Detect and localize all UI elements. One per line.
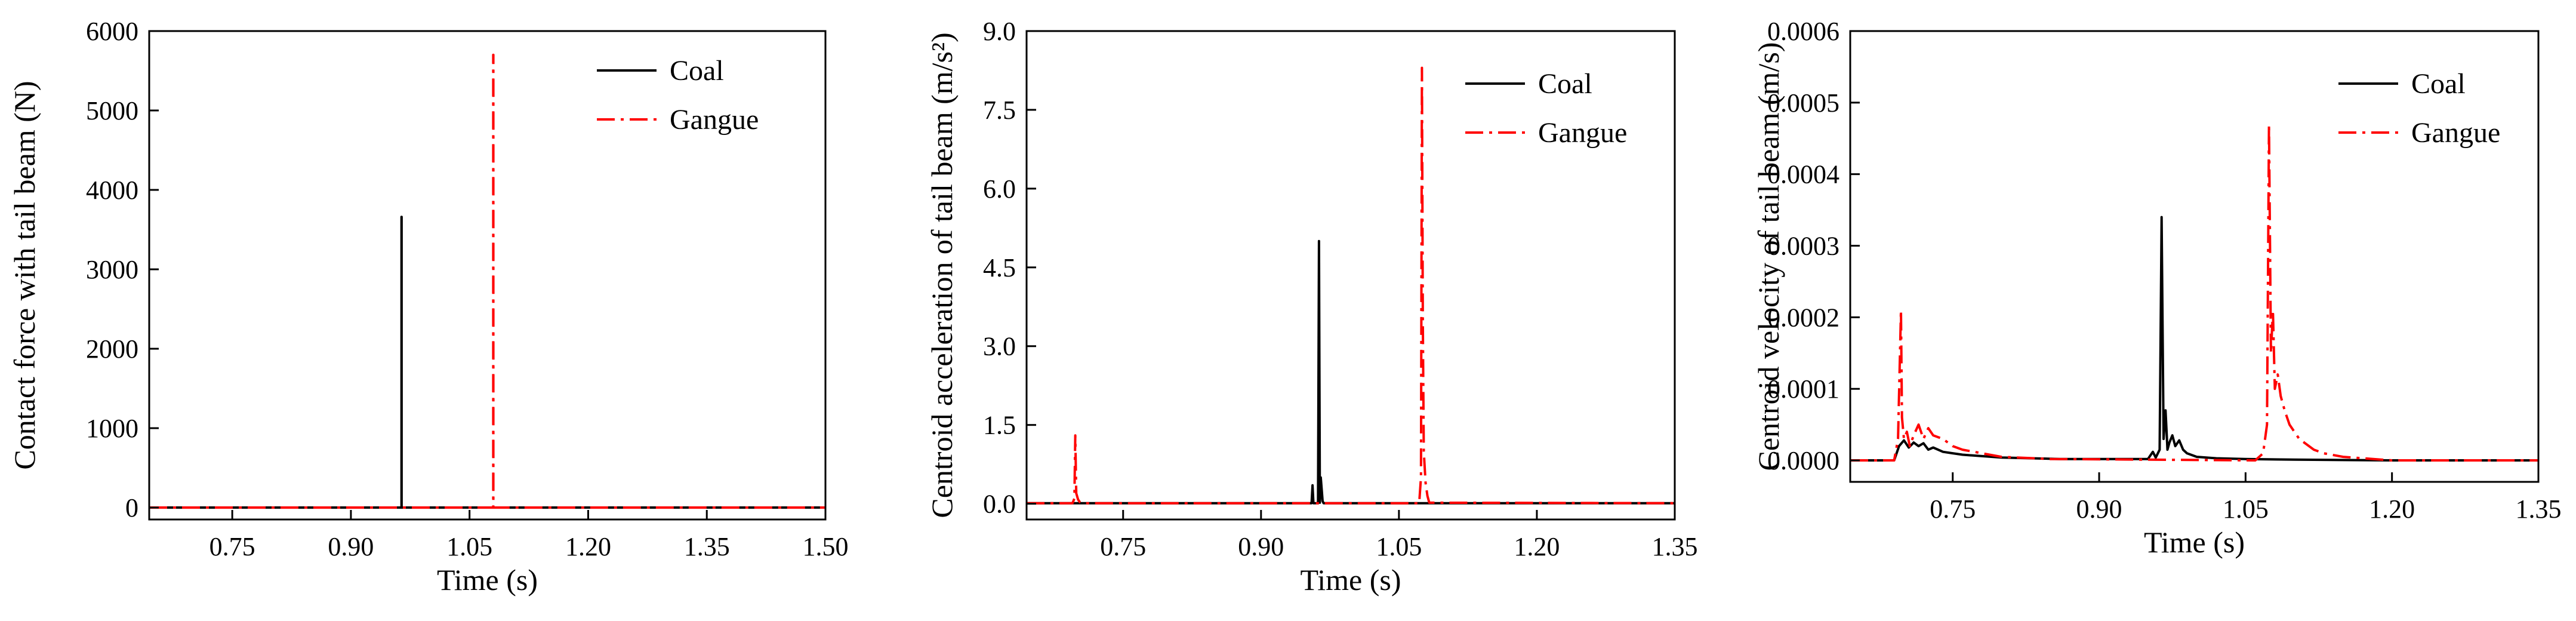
chart-3: 0.75 0.90 1.05 1.20 1.35 0.0000 0.0001 0.0002 0.… <box>1752 17 2562 559</box>
chart-2: 0.75 0.90 1.05 1.20 1.35 0.0 1.5 3.0 4.5 6.0 7.5 9.… <box>925 17 1698 597</box>
x-tick-label: 0.90 <box>2076 494 2122 524</box>
x-tick-label: 1.05 <box>1376 532 1422 561</box>
y-tick-label: 9.0 <box>983 17 1016 46</box>
legend-label-gangue: Gangue <box>2411 117 2500 149</box>
y-tick-label: 0.0000 <box>1767 446 1839 475</box>
y-tick-label: 3000 <box>86 255 138 284</box>
series-coal-line <box>1850 216 2538 462</box>
y-axis-title: Contact force with tail beam (N) <box>8 81 41 469</box>
x-tick-label: 0.75 <box>1930 494 1976 524</box>
chart-1: 0.75 0.90 1.05 1.20 1.35 1.50 0 1000 2000 3000 400… <box>8 17 849 597</box>
x-axis-title: Time (s) <box>2144 525 2245 559</box>
y-tick-label: 3.0 <box>983 332 1016 361</box>
x-tick-label: 0.75 <box>1100 532 1146 561</box>
x-tick-label: 1.35 <box>1652 532 1698 561</box>
legend-label-coal: Coal <box>1538 68 1592 100</box>
y-tick-label: 0.0003 <box>1767 232 1839 261</box>
series-coal-line <box>149 216 825 509</box>
legend-label-gangue: Gangue <box>670 104 759 136</box>
x-tick-label: 1.20 <box>1514 532 1560 561</box>
plot-frame <box>1025 30 1676 521</box>
x-tick-label: 1.35 <box>2516 494 2562 524</box>
y-tick-label: 0.0005 <box>1767 88 1839 118</box>
x-tick-label: 0.90 <box>1238 532 1284 561</box>
x-tick-label: 1.20 <box>565 532 611 561</box>
y-tick-label: 5000 <box>86 96 138 125</box>
y-tick-label: 4000 <box>86 176 138 205</box>
y-tick-label: 0.0002 <box>1767 303 1839 332</box>
series-gangue-line <box>1027 66 1675 505</box>
y-tick-label: 6.0 <box>983 174 1016 204</box>
y-axis-title: Centroid acceleration of tail beam (m/s²… <box>925 32 959 518</box>
plot-frame <box>148 30 827 521</box>
x-tick-label: 1.20 <box>2369 494 2415 524</box>
x-tick-label: 0.75 <box>209 532 255 561</box>
legend: Coal Gangue <box>597 55 759 136</box>
legend: Coal Gangue <box>1465 68 1627 149</box>
y-tick-label: 1.5 <box>983 411 1016 440</box>
y-tick-label: 7.5 <box>983 96 1016 125</box>
series-coal-line <box>1027 239 1675 505</box>
legend: Coal Gangue <box>2338 68 2500 149</box>
legend-label-coal: Coal <box>670 55 724 87</box>
y-tick-label: 0.0006 <box>1767 17 1839 46</box>
y-tick-label: 0 <box>125 493 138 522</box>
y-tick-label: 2000 <box>86 334 138 364</box>
y-tick-label: 6000 <box>86 17 138 46</box>
x-axis-title: Time (s) <box>437 563 538 597</box>
series-gangue-line <box>149 53 825 509</box>
y-tick-label: 4.5 <box>983 253 1016 282</box>
x-axis-title: Time (s) <box>1300 563 1401 597</box>
legend-label-gangue: Gangue <box>1538 117 1627 149</box>
y-tick-label: 0.0001 <box>1767 374 1839 404</box>
x-tick-label: 1.50 <box>803 532 849 561</box>
x-tick-label: 0.90 <box>328 532 374 561</box>
series-gangue-line <box>1850 122 2538 462</box>
plot-frame <box>1849 30 2540 483</box>
y-tick-label: 0.0 <box>983 490 1016 519</box>
x-tick-label: 1.05 <box>2223 494 2269 524</box>
y-axis-title: Centroid velocity of tail beam (m/s) <box>1752 42 1785 471</box>
x-tick-label: 1.35 <box>684 532 730 561</box>
x-tick-label: 1.05 <box>446 532 492 561</box>
y-tick-label: 1000 <box>86 414 138 443</box>
y-tick-label: 0.0004 <box>1767 160 1839 189</box>
legend-label-coal: Coal <box>2411 68 2466 100</box>
